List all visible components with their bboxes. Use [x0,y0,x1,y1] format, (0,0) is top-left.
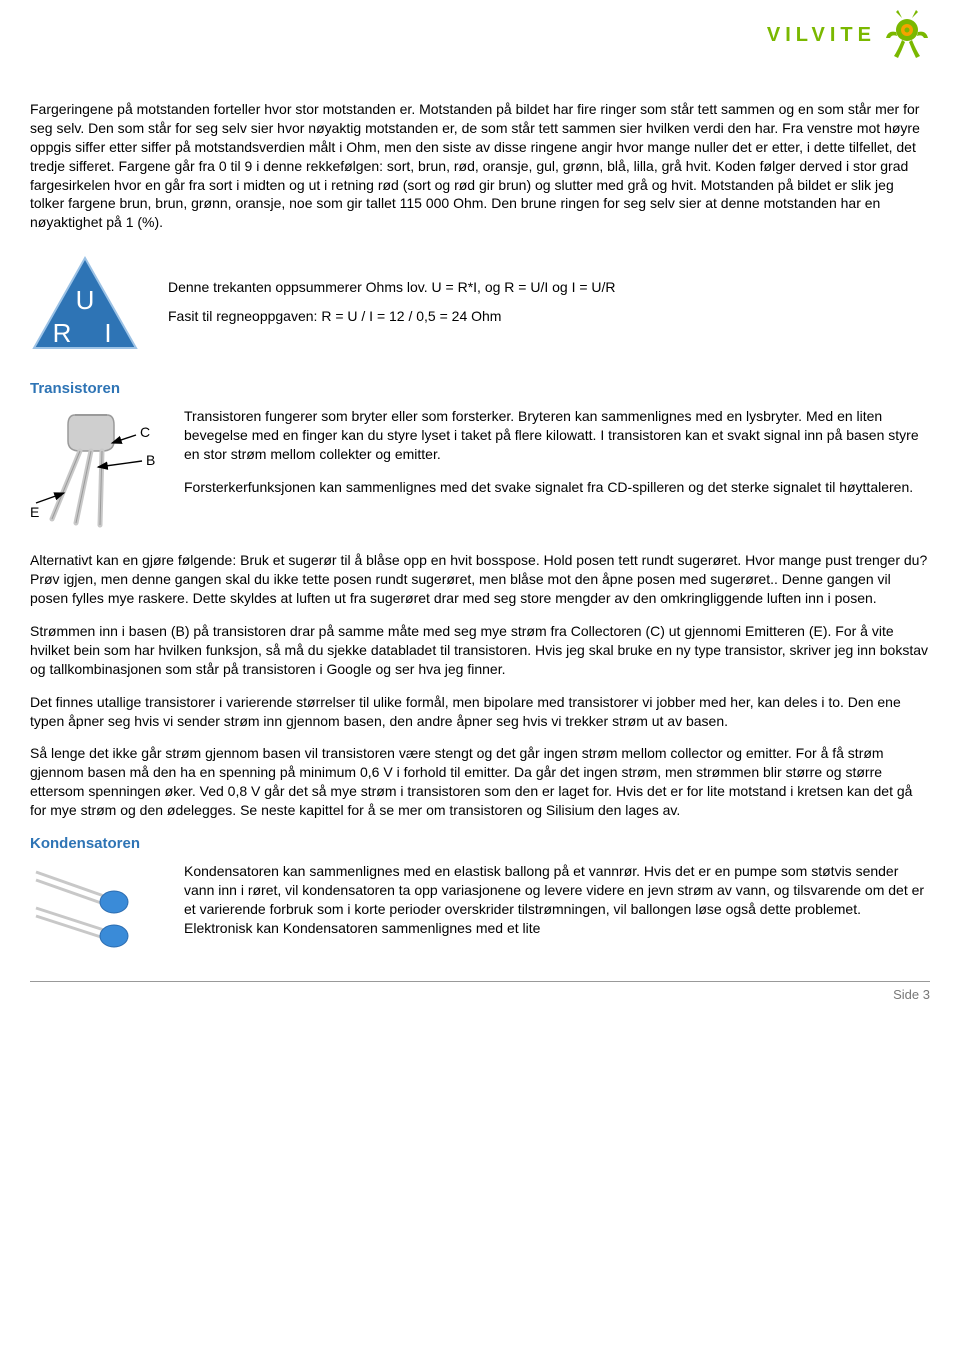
page-footer: Side 3 [30,981,930,1004]
transistor-p1: Transistoren fungerer som bryter eller s… [184,407,930,464]
kondensator-title: Kondensatoren [30,834,930,854]
kondensator-p1: Kondensatoren kan sammenlignes med en el… [184,862,930,938]
ohm-line-1: Denne trekanten oppsummerer Ohms lov. U … [168,278,616,297]
page-number: Side 3 [893,987,930,1002]
transistor-c-label: C [140,424,150,440]
transistor-row: C B E Transistoren fungerer som bryter e… [30,407,930,537]
transistor-p2: Forsterkerfunksjonen kan sammenlignes me… [184,478,930,497]
transistor-b-label: B [146,452,155,468]
kondensator-row: Kondensatoren kan sammenlignes med en el… [30,862,930,957]
ohm-law-row: U R I Denne trekanten oppsummerer Ohms l… [30,254,930,359]
ohm-text: Denne trekanten oppsummerer Ohms lov. U … [168,278,616,336]
salenge-paragraph: Så lenge det ikke går strøm gjennom base… [30,744,930,820]
logo-text: VILVITE [767,22,876,49]
logo: VILVITE [767,8,932,62]
strom-paragraph: Strømmen inn i basen (B) på transistoren… [30,622,930,679]
transistor-text: Transistoren fungerer som bryter eller s… [184,407,930,511]
finnes-paragraph: Det finnes utallige transistorer i varie… [30,693,930,731]
kondensator-image [30,862,160,957]
paragraph-resistor-colors: Fargeringene på motstanden forteller hvo… [30,100,930,232]
triangle-r-label: R [53,318,72,348]
ohm-triangle: U R I [30,254,140,359]
triangle-i-label: I [104,318,111,348]
alt-paragraph: Alternativt kan en gjøre følgende: Bruk … [30,551,930,608]
kondensator-text: Kondensatoren kan sammenlignes med en el… [184,862,930,952]
ohm-line-2: Fasit til regneoppgaven: R = U / I = 12 … [168,307,616,326]
triangle-u-label: U [76,285,95,315]
transistor-image: C B E [30,407,160,537]
mascot-icon [882,8,932,62]
transistor-e-label: E [30,504,39,520]
transistor-title: Transistoren [30,379,930,399]
